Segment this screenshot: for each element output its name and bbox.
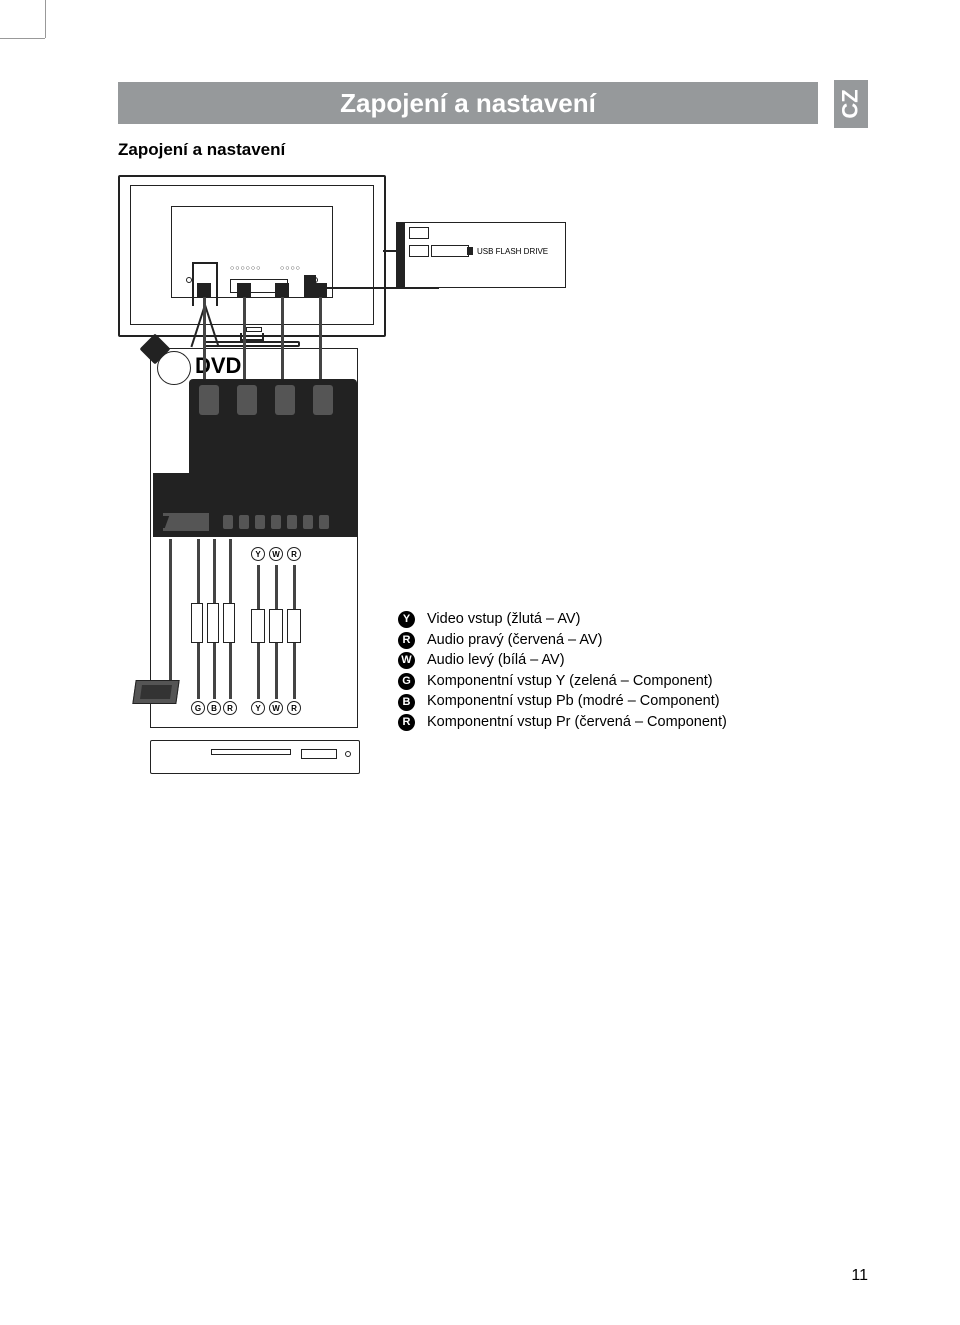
dvd-player xyxy=(150,740,360,774)
rca-port xyxy=(255,515,265,529)
legend-row: W Audio levý (bílá – AV) xyxy=(398,651,727,671)
page-number: 11 xyxy=(851,1267,868,1285)
language-tab: CZ xyxy=(834,80,868,128)
tv-frame: ○○○○○○ ○○○○ xyxy=(118,175,386,337)
legend-bullet: B xyxy=(398,694,415,711)
usb-callout: USB FLASH DRIVE xyxy=(396,222,566,288)
rca-port xyxy=(223,515,233,529)
hdmi-port xyxy=(313,385,333,415)
tv-indicator xyxy=(246,327,262,332)
legend-row: G Komponentní vstup Y (zelená – Componen… xyxy=(398,672,727,692)
rca-ports xyxy=(223,515,329,531)
usb-stick-tip xyxy=(467,247,473,255)
plug-icon xyxy=(237,283,251,297)
scart-plug-icon xyxy=(132,680,179,704)
legend-bullet: W xyxy=(398,652,415,669)
dvd-tray xyxy=(211,749,291,755)
legend-bullet: R xyxy=(398,632,415,649)
crop-mark-h xyxy=(0,38,45,39)
callout-line xyxy=(216,262,218,306)
usb-port-icon xyxy=(409,245,429,257)
cable-icon xyxy=(243,295,246,379)
hdmi-port xyxy=(237,385,257,415)
cable-icon xyxy=(203,295,206,379)
legend-text: Audio pravý (červená – AV) xyxy=(427,631,602,651)
plug-letter-circle: R xyxy=(287,701,301,715)
callout-line xyxy=(192,262,216,264)
cable-icon xyxy=(319,295,322,379)
rca-plug-icon xyxy=(207,603,219,643)
plug-letter-circle: R xyxy=(287,547,301,561)
hdmi-port xyxy=(275,385,295,415)
legend-bullet: Y xyxy=(398,611,415,628)
legend-text: Komponentní vstup Y (zelená – Component) xyxy=(427,672,713,692)
callout-line xyxy=(383,250,397,252)
tv-diagram: ○○○○○○ ○○○○ xyxy=(118,175,386,347)
legend-bullet: R xyxy=(398,714,415,731)
legend-text: Komponentní vstup Pr (červená – Componen… xyxy=(427,713,727,733)
plug-letter-circle: Y xyxy=(251,547,265,561)
cable-icon xyxy=(169,539,172,689)
plug-icon xyxy=(275,283,289,297)
section-banner: Zapojení a nastavení xyxy=(118,82,818,124)
callout-line xyxy=(192,262,194,306)
rca-port xyxy=(271,515,281,529)
scart-port xyxy=(163,513,209,531)
page: Zapojení a nastavení CZ Zapojení a nasta… xyxy=(0,0,960,1325)
legend-row: R Komponentní vstup Pr (červená – Compon… xyxy=(398,713,727,733)
connection-panel: DVD xyxy=(150,348,358,728)
rca-port xyxy=(287,515,297,529)
plug-letter-circle: R xyxy=(223,701,237,715)
legend-bullet: G xyxy=(398,673,415,690)
legend-text: Komponentní vstup Pb (modré – Component) xyxy=(427,692,720,712)
legend-row: B Komponentní vstup Pb (modré – Componen… xyxy=(398,692,727,712)
legend: Y Video vstup (žlutá – AV) R Audio pravý… xyxy=(398,610,727,733)
tv-inner: ○○○○○○ ○○○○ xyxy=(130,185,374,325)
plug-letter-circle: Y xyxy=(251,701,265,715)
plug-icon xyxy=(313,283,327,297)
dvd-label: DVD xyxy=(195,353,241,379)
dvd-button xyxy=(345,751,351,757)
tv-backpanel: ○○○○○○ ○○○○ xyxy=(171,206,333,298)
plug-letter-circle: B xyxy=(207,701,221,715)
rca-plug-icon xyxy=(287,609,301,643)
rca-port xyxy=(319,515,329,529)
legend-row: R Audio pravý (červená – AV) xyxy=(398,631,727,651)
usb-side xyxy=(397,223,405,289)
plug-letter-circle: W xyxy=(269,547,283,561)
cable-icon xyxy=(281,295,284,379)
hdmi-port xyxy=(199,385,219,415)
usb-port-icon xyxy=(409,227,429,239)
legend-text: Video vstup (žlutá – AV) xyxy=(427,610,580,630)
section-title: Zapojení a nastavení xyxy=(118,140,285,160)
legend-text: Audio levý (bílá – AV) xyxy=(427,651,565,671)
plug-letter-circle: W xyxy=(269,701,283,715)
language-tab-label: CZ xyxy=(838,89,864,118)
legend-row: Y Video vstup (žlutá – AV) xyxy=(398,610,727,630)
banner-title: Zapojení a nastavení xyxy=(340,88,596,119)
port-panel-top xyxy=(189,379,357,473)
rca-plug-icon xyxy=(269,609,283,643)
plug-icon xyxy=(197,283,211,297)
vent-dots: ○○○○○○ xyxy=(230,265,261,272)
rca-plug-icon xyxy=(251,609,265,643)
port-panel xyxy=(153,473,357,537)
usb-label: USB FLASH DRIVE xyxy=(477,247,548,256)
rca-port xyxy=(303,515,313,529)
rca-port xyxy=(239,515,249,529)
dvd-display xyxy=(301,749,337,759)
vent-dots: ○○○○ xyxy=(280,265,301,272)
coax-antenna-icon xyxy=(157,351,191,385)
rca-plug-icon xyxy=(223,603,235,643)
plug-letter-circle: G xyxy=(191,701,205,715)
rca-plug-icon xyxy=(191,603,203,643)
usb-stick-icon xyxy=(431,245,469,257)
crop-mark-v xyxy=(45,0,46,38)
